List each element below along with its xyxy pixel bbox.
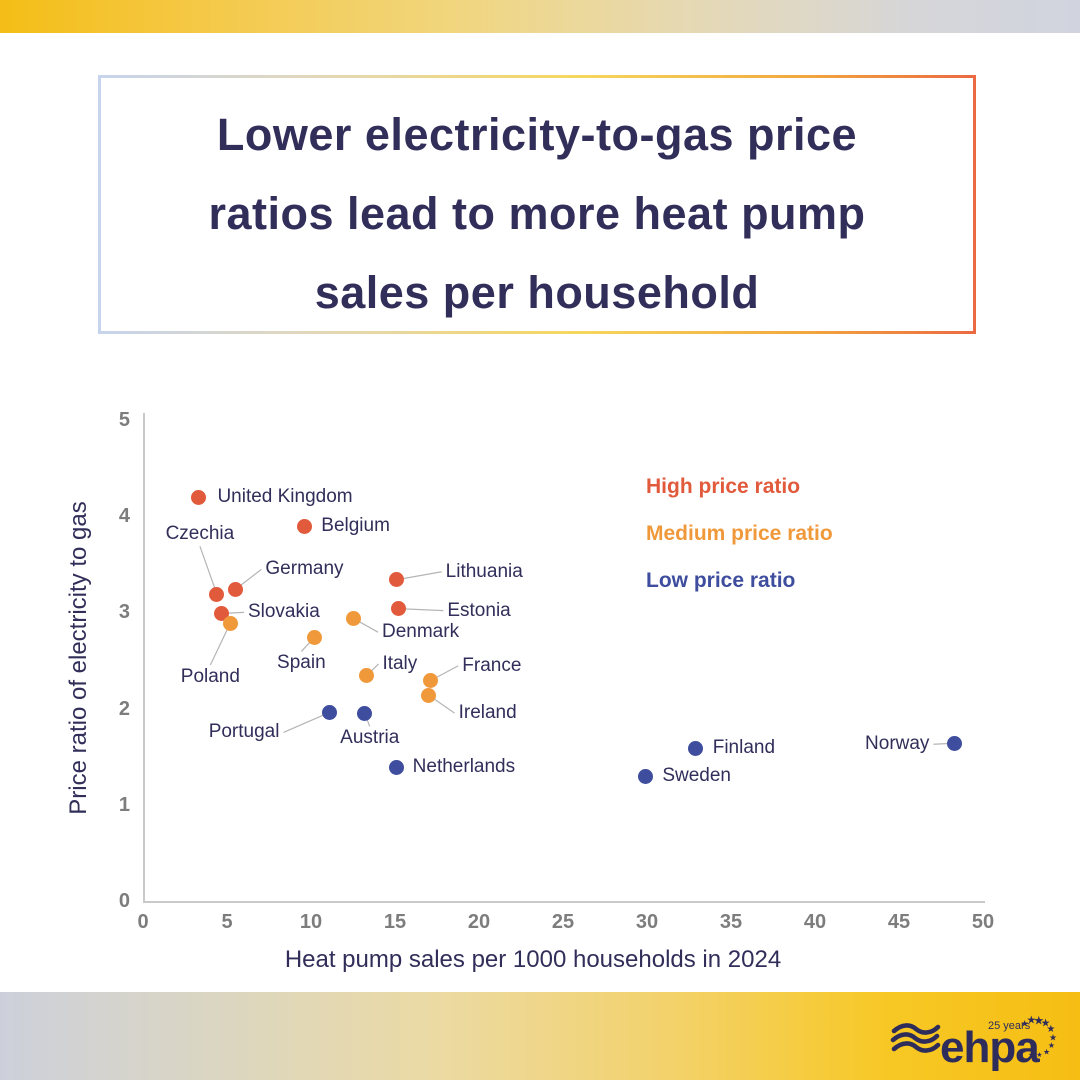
x-tick-0: 0 [137, 911, 149, 933]
data-point-italy [358, 668, 374, 684]
data-point-czechia [209, 586, 225, 602]
country-label-united-kingdom: United Kingdom [217, 485, 353, 507]
country-label-lithuania: Lithuania [445, 560, 523, 582]
data-point-finland [688, 740, 704, 756]
logo-star: ★ [1036, 1051, 1042, 1059]
y-tick-1: 1 [118, 793, 130, 816]
data-point-united-kingdom [190, 490, 206, 506]
data-point-sweden [637, 769, 653, 785]
logo-star: ★ [1028, 1051, 1034, 1059]
title-box: Lower electricity-to-gas price ratios le… [98, 75, 976, 334]
legend-item-medium: Medium price ratio [646, 522, 833, 545]
logo-star: ★ [1033, 1013, 1044, 1027]
logo-star: ★ [1046, 1024, 1055, 1035]
page-title-line-3: sales per household [314, 267, 760, 318]
x-tick-40: 40 [803, 911, 827, 933]
logo-star: ★ [1043, 1047, 1050, 1056]
country-label-czechia: Czechia [165, 523, 235, 545]
data-point-belgium [296, 519, 312, 535]
data-point-spain [306, 629, 322, 645]
country-label-spain: Spain [277, 652, 326, 674]
logo-star-circle: ★★★★★★★★★★★ [1021, 1013, 1057, 1059]
data-point-estonia [390, 601, 406, 617]
country-label-estonia: Estonia [447, 599, 511, 621]
logo-25-years-badge: 25 years [988, 1020, 1031, 1032]
country-label-netherlands: Netherlands [412, 756, 516, 778]
data-point-norway [946, 735, 962, 751]
top-gradient-bar [0, 0, 1080, 33]
y-tick-2: 2 [118, 697, 130, 720]
logo-star: ★ [1049, 1032, 1057, 1042]
logo-star: ★ [1048, 1041, 1055, 1050]
x-tick-5: 5 [221, 911, 233, 933]
bottom-gradient-bar: ehpa 25 years ★ ★ ★ ★ ★ ★ ★ ★ ★ ★ ★ [0, 992, 1080, 1080]
data-point-austria [357, 705, 373, 721]
x-tick-20: 20 [467, 911, 491, 933]
country-label-germany: Germany [265, 558, 344, 580]
y-tick-3: 3 [118, 601, 130, 624]
ehpa-logo: ehpa 25 years ★ ★ ★ ★ ★ ★ ★ ★ ★ ★ ★ [888, 1006, 1063, 1076]
country-label-portugal: Portugal [208, 721, 280, 743]
country-label-denmark: Denmark [382, 621, 460, 643]
data-point-ireland [421, 687, 437, 703]
country-label-poland: Poland [180, 666, 240, 688]
y-axis-line [143, 413, 145, 903]
country-label-slovakia: Slovakia [247, 601, 320, 623]
logo-star: ★ [1021, 1048, 1026, 1055]
data-point-portugal [321, 704, 337, 720]
x-tick-45: 45 [887, 911, 911, 933]
legend-item-low: Low price ratio [646, 569, 796, 592]
logo-star: ★ [1026, 1014, 1036, 1026]
data-point-denmark [345, 610, 361, 626]
x-tick-25: 25 [551, 911, 575, 933]
country-label-norway: Norway [865, 733, 930, 755]
x-tick-10: 10 [299, 911, 323, 933]
logo-wordmark: ehpa [940, 1023, 1040, 1072]
waves-icon [890, 1023, 941, 1053]
y-axis-title: Price ratio of electricity to gas [65, 501, 92, 815]
country-label-ireland: Ireland [458, 702, 517, 724]
data-point-germany [227, 581, 243, 597]
x-tick-15: 15 [383, 911, 407, 933]
logo-star: ★ [1021, 1018, 1029, 1028]
country-label-finland: Finland [712, 737, 776, 759]
page-title-line-1: Lower electricity-to-gas price [216, 109, 858, 160]
country-label-belgium: Belgium [321, 514, 390, 536]
logo-star: ★ [1041, 1017, 1051, 1029]
y-tick-0: 0 [118, 890, 130, 912]
data-point-netherlands [389, 759, 405, 775]
country-label-france: France [462, 654, 522, 676]
x-axis-line [143, 901, 985, 903]
data-point-poland [222, 615, 238, 631]
y-tick-4: 4 [118, 505, 130, 528]
x-tick-30: 30 [635, 911, 659, 933]
y-tick-5: 5 [118, 409, 130, 431]
x-axis-title: Heat pump sales per 1000 households in 2… [284, 946, 782, 973]
chart-legend: High price ratio Medium price ratio Low … [646, 476, 833, 617]
data-point-lithuania [389, 572, 405, 588]
x-tick-50: 50 [971, 911, 995, 933]
country-label-austria: Austria [340, 727, 400, 749]
legend-item-high: High price ratio [646, 475, 801, 498]
country-label-sweden: Sweden [662, 764, 731, 786]
page-title-line-2: ratios lead to more heat pump [208, 188, 866, 239]
x-tick-35: 35 [719, 911, 743, 933]
data-point-france [422, 673, 438, 689]
country-label-italy: Italy [382, 652, 418, 674]
